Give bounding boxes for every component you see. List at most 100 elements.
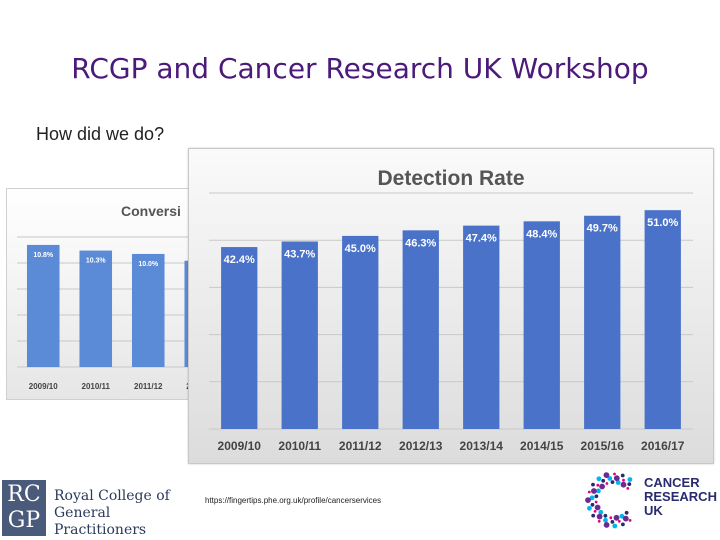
rcgp-logo: RC GP Royal College of General Practition… (2, 480, 172, 538)
logo-dot (626, 487, 630, 490)
bar (342, 235, 379, 429)
logo-dot (613, 475, 620, 482)
x-tick-label: 2014/15 (520, 439, 564, 453)
bar (131, 253, 165, 367)
logo-dot (596, 488, 601, 494)
detection-rate-chart-svg: Detection Rate 42.4% 2009/10 43.7% 2010/11 45… (209, 167, 693, 453)
logo-dot (589, 495, 595, 501)
logo-dot (627, 482, 632, 486)
logo-dot (587, 490, 591, 494)
data-label: 10.3% (86, 258, 107, 265)
data-label: 45.0% (345, 243, 376, 255)
logo-dot (612, 523, 618, 529)
logo-dot (596, 513, 603, 520)
x-tick-label: 2009/10 (218, 439, 262, 453)
data-label: 51.0% (647, 217, 678, 229)
detection-rate-chart: Detection Rate 42.4% 2009/10 43.7% 2010/11 45… (188, 148, 714, 464)
rcgp-mark: RC GP (2, 480, 46, 536)
rcgp-name-line2: General Practitioners (54, 505, 147, 538)
logo-dot (617, 519, 621, 523)
logo-dot (591, 513, 596, 518)
logo-dot (599, 483, 605, 490)
x-tick-label: 2011/12 (134, 382, 163, 391)
logo-dot (622, 478, 625, 482)
bar (221, 247, 258, 429)
data-label-bg (80, 255, 112, 267)
data-label: 47.4% (466, 233, 497, 245)
bar (26, 244, 60, 367)
logo-dot (603, 517, 608, 523)
logo-dot (594, 504, 601, 511)
x-tick-label: 2011/12 (339, 439, 382, 453)
cruk-dots-icon (585, 472, 633, 529)
logo-dot (603, 513, 608, 518)
data-label: 49.7% (587, 223, 618, 235)
data-label: 10.8% (33, 252, 54, 259)
cruk-name-line2: RESEARCH (644, 489, 717, 504)
bar (584, 215, 621, 429)
data-label-bg (27, 249, 59, 261)
logo-dot (594, 500, 598, 504)
logo-dot (607, 476, 613, 481)
logo-dot (628, 519, 632, 522)
data-label-bg (464, 230, 499, 246)
conversion-rate-chart-svg: Conversi 10.8% 2009/10 10.3% 2010/11 10.0% 201… (17, 203, 207, 391)
x-tick-label: 2016/17 (641, 439, 685, 453)
data-label-bg (585, 220, 620, 236)
chart-title: Detection Rate (377, 167, 524, 190)
data-label: 43.7% (284, 248, 315, 260)
logo-dot (613, 514, 620, 521)
logo-dot (615, 480, 621, 485)
data-label: 42.4% (224, 254, 255, 266)
data-label: 48.4% (526, 228, 557, 240)
logo-dot (596, 476, 602, 482)
logo-dot (627, 477, 633, 482)
x-tick-label: 2015/16 (581, 439, 625, 453)
logo-dot (603, 472, 610, 478)
bar (644, 210, 681, 429)
data-label: 46.3% (405, 237, 436, 249)
bar (523, 221, 560, 429)
bar (281, 241, 318, 429)
logo-dot (610, 480, 615, 484)
bar (79, 250, 113, 367)
x-tick-label: 2010/11 (278, 439, 321, 453)
bar (463, 225, 500, 429)
bar (402, 230, 439, 429)
data-label-bg (524, 226, 559, 242)
data-label-bg (403, 235, 438, 251)
logo-dot (601, 478, 606, 483)
x-tick-label: 2013/14 (460, 439, 504, 453)
logo-dot (620, 473, 625, 478)
logo-dot (621, 522, 625, 527)
data-label-bg (222, 252, 257, 268)
logo-dot (609, 516, 613, 520)
data-label-bg (132, 258, 164, 270)
cruk-name-line1: CANCER (644, 475, 700, 490)
source-url[interactable]: https://fingertips.phe.org.uk/profile/ca… (205, 496, 382, 505)
data-label-bg (343, 240, 378, 256)
logo-dot (624, 510, 629, 515)
conversion-rate-chart: Conversi 10.8% 2009/10 10.3% 2010/11 10.0% 201… (6, 188, 208, 400)
logo-dot (594, 494, 599, 499)
logo-dot (605, 482, 609, 485)
data-label: 10.0% (138, 261, 159, 268)
logo-dot (593, 509, 597, 513)
x-tick-label: 2010/11 (82, 382, 111, 391)
slide-subtitle: How did we do? (36, 124, 165, 144)
logo-dot (622, 515, 629, 522)
cruk-name-line3: UK (644, 503, 663, 518)
cruk-logo: CANCER RESEARCH UK (584, 470, 720, 530)
logo-dot (610, 520, 615, 524)
data-label-bg (645, 215, 680, 231)
rcgp-name-line1: Royal College of (54, 488, 170, 504)
slide-title: RCGP and Cancer Research UK Workshop (71, 52, 649, 85)
data-label-bg (282, 246, 317, 262)
logo-dot (591, 488, 597, 494)
x-tick-label: 2009/10 (29, 382, 58, 391)
chart-title: Conversi (121, 203, 181, 219)
logo-dot (597, 519, 601, 523)
logo-dot (620, 481, 627, 488)
x-tick-label: 2012/13 (399, 439, 443, 453)
logo-dot (590, 502, 595, 507)
